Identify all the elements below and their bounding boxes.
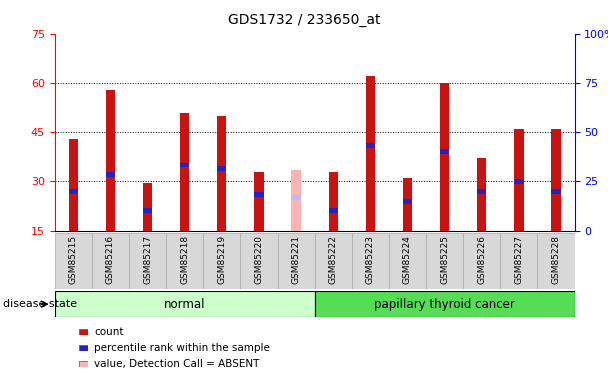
- Text: GDS1732 / 233650_at: GDS1732 / 233650_at: [228, 13, 380, 27]
- Text: GSM85223: GSM85223: [366, 236, 375, 284]
- Bar: [440, 83, 449, 231]
- Text: GSM85219: GSM85219: [217, 236, 226, 284]
- Text: GSM85224: GSM85224: [403, 236, 412, 284]
- Bar: [277, 232, 314, 289]
- Text: GSM85220: GSM85220: [254, 236, 263, 284]
- Bar: [203, 232, 240, 289]
- Bar: [403, 199, 412, 204]
- Bar: [106, 90, 115, 231]
- Bar: [143, 209, 152, 213]
- Bar: [240, 232, 277, 289]
- Bar: [180, 112, 189, 231]
- Bar: [328, 172, 338, 231]
- Bar: [92, 232, 129, 289]
- Bar: [55, 291, 315, 317]
- Bar: [551, 129, 561, 231]
- Text: count: count: [94, 327, 124, 337]
- Bar: [365, 143, 375, 148]
- Text: papillary thyroid cancer: papillary thyroid cancer: [374, 298, 515, 310]
- Bar: [365, 76, 375, 231]
- Bar: [403, 178, 412, 231]
- Text: GSM85218: GSM85218: [180, 236, 189, 284]
- Bar: [477, 158, 486, 231]
- Bar: [440, 149, 449, 154]
- Text: GSM85221: GSM85221: [292, 236, 300, 284]
- Bar: [217, 166, 226, 171]
- Text: GSM85228: GSM85228: [551, 236, 561, 284]
- Bar: [217, 116, 226, 231]
- Text: normal: normal: [164, 298, 206, 310]
- Bar: [500, 232, 537, 289]
- Text: GSM85225: GSM85225: [440, 236, 449, 284]
- Bar: [352, 232, 389, 289]
- Bar: [537, 232, 575, 289]
- Bar: [55, 232, 92, 289]
- Text: GSM85227: GSM85227: [514, 236, 523, 284]
- Bar: [328, 209, 338, 213]
- Text: GSM85226: GSM85226: [477, 236, 486, 284]
- Bar: [389, 232, 426, 289]
- Bar: [551, 189, 561, 194]
- Bar: [315, 232, 352, 289]
- Bar: [315, 291, 575, 317]
- Bar: [291, 170, 301, 231]
- Text: disease state: disease state: [3, 299, 77, 309]
- Bar: [180, 162, 189, 168]
- Bar: [143, 183, 152, 231]
- Bar: [69, 189, 78, 194]
- Bar: [254, 172, 264, 231]
- Bar: [106, 172, 115, 177]
- Text: percentile rank within the sample: percentile rank within the sample: [94, 343, 270, 353]
- Text: GSM85217: GSM85217: [143, 236, 152, 284]
- Bar: [291, 195, 301, 200]
- Text: value, Detection Call = ABSENT: value, Detection Call = ABSENT: [94, 359, 260, 369]
- Bar: [426, 232, 463, 289]
- Bar: [166, 232, 203, 289]
- Bar: [254, 192, 264, 197]
- Text: GSM85215: GSM85215: [69, 236, 78, 284]
- Text: GSM85222: GSM85222: [329, 236, 337, 284]
- Text: GSM85216: GSM85216: [106, 236, 115, 284]
- Bar: [514, 179, 523, 184]
- Bar: [514, 129, 523, 231]
- Bar: [477, 189, 486, 194]
- Bar: [129, 232, 166, 289]
- Bar: [463, 232, 500, 289]
- Bar: [69, 139, 78, 231]
